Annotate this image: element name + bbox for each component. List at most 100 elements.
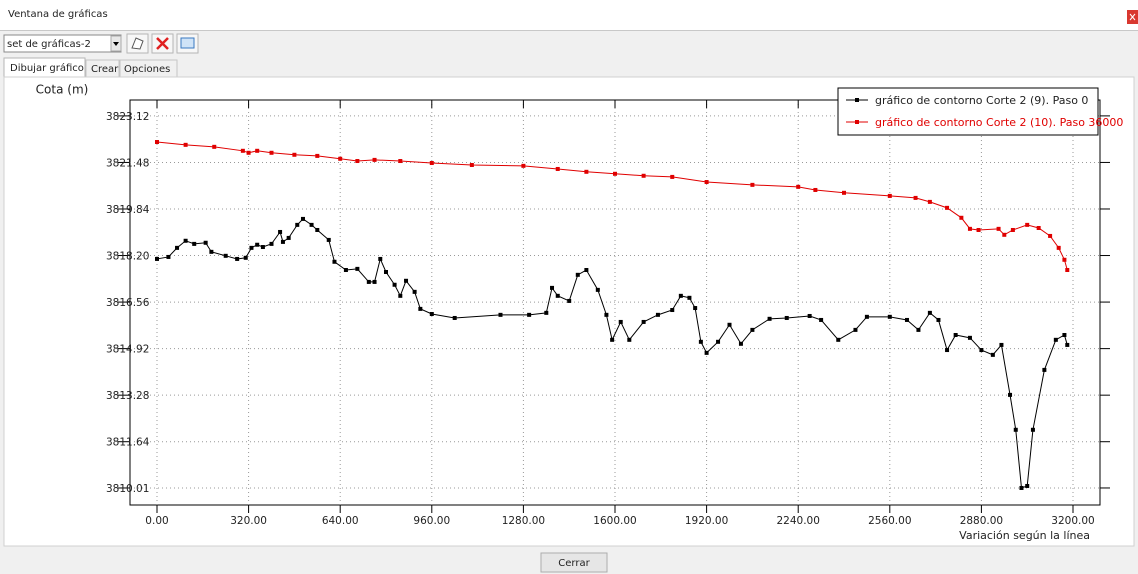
x-tick-label: 0.00 xyxy=(145,515,168,527)
point xyxy=(203,240,208,245)
legend-marker xyxy=(855,98,859,102)
point xyxy=(687,295,692,300)
point xyxy=(913,195,918,200)
tab[interactable]: Opciones xyxy=(124,64,170,75)
point xyxy=(235,256,240,261)
point xyxy=(183,238,188,243)
y-tick-label: 3813.28 xyxy=(106,390,149,402)
point xyxy=(429,161,434,166)
point xyxy=(398,159,403,164)
y-axis-label: Cota (m) xyxy=(36,83,89,97)
x-tick-label: 640.00 xyxy=(322,515,359,527)
point xyxy=(372,157,377,162)
point xyxy=(498,312,503,317)
point xyxy=(678,293,683,298)
point xyxy=(1062,257,1067,262)
point xyxy=(670,174,675,179)
point xyxy=(953,332,958,337)
y-tick-label: 3821.48 xyxy=(106,157,149,169)
point xyxy=(698,339,703,344)
dropdown-arrow-icon xyxy=(113,42,119,46)
point xyxy=(183,142,188,147)
point xyxy=(567,298,572,303)
toolbar-window-button[interactable] xyxy=(176,33,199,54)
dropdown-value: set de gráficas-2 xyxy=(7,38,91,50)
point xyxy=(212,144,217,149)
y-tick-label: 3811.64 xyxy=(106,437,150,449)
point xyxy=(278,229,283,234)
point xyxy=(1048,233,1053,238)
toolbar-delete-button[interactable] xyxy=(151,33,174,54)
point xyxy=(429,311,434,316)
point xyxy=(641,319,646,324)
point xyxy=(1065,268,1070,273)
point xyxy=(246,150,251,155)
point xyxy=(1036,225,1041,230)
legend-box xyxy=(837,87,1099,136)
point xyxy=(967,335,972,340)
point xyxy=(904,317,909,322)
point xyxy=(584,268,589,273)
point xyxy=(716,339,721,344)
point xyxy=(315,153,320,158)
title-bar xyxy=(0,0,1138,30)
point xyxy=(469,162,474,167)
point xyxy=(1008,392,1013,397)
x-tick-label: 1920.00 xyxy=(685,515,728,527)
point xyxy=(1010,227,1015,232)
legend-label: gráfico de contorno Corte 2 (10). Paso 3… xyxy=(875,116,1123,129)
point xyxy=(945,348,950,353)
point xyxy=(175,245,180,250)
point xyxy=(670,308,675,313)
point xyxy=(796,184,801,189)
tab[interactable]: Dibujar gráfico xyxy=(10,62,84,74)
y-tick-label: 3814.92 xyxy=(106,344,149,356)
toolbar-edit-button[interactable] xyxy=(126,33,149,54)
point xyxy=(255,148,260,153)
point xyxy=(326,237,331,242)
point xyxy=(996,226,1001,231)
point xyxy=(240,148,245,153)
point xyxy=(979,348,984,353)
point xyxy=(727,322,732,327)
point xyxy=(655,312,660,317)
point xyxy=(842,190,847,195)
point xyxy=(819,317,824,322)
y-tick-label: 3816.56 xyxy=(106,297,150,309)
point xyxy=(412,289,417,294)
point xyxy=(738,341,743,346)
close-button[interactable] xyxy=(540,552,608,573)
point xyxy=(959,215,964,220)
x-tick-label: 320.00 xyxy=(230,515,267,527)
point xyxy=(1030,427,1035,432)
point xyxy=(927,199,932,204)
point xyxy=(223,253,228,258)
legend-label: gráfico de contorno Corte 2 (9). Paso 0 xyxy=(875,94,1088,107)
point xyxy=(1019,485,1024,490)
y-tick-label: 3810.01 xyxy=(106,483,149,495)
point xyxy=(784,315,789,320)
point xyxy=(704,350,709,355)
point xyxy=(1025,222,1030,227)
point xyxy=(398,293,403,298)
tab[interactable]: Crear xyxy=(91,64,119,75)
point xyxy=(209,249,214,254)
point xyxy=(864,314,869,319)
point xyxy=(807,313,812,318)
point xyxy=(887,314,892,319)
point xyxy=(693,306,698,311)
point xyxy=(990,352,995,357)
legend: gráfico de contorno Corte 2 (9). Paso 0 g… xyxy=(837,87,1123,136)
point xyxy=(383,269,388,274)
close-window-button[interactable] xyxy=(1127,10,1138,24)
point xyxy=(544,310,549,315)
point xyxy=(750,182,755,187)
point xyxy=(378,256,383,261)
point xyxy=(1025,483,1030,488)
y-tick-label: 3823.12 xyxy=(106,111,149,123)
point xyxy=(604,312,609,317)
point xyxy=(1065,342,1070,347)
y-tick-label: 3819.84 xyxy=(106,204,150,216)
point xyxy=(372,279,377,284)
